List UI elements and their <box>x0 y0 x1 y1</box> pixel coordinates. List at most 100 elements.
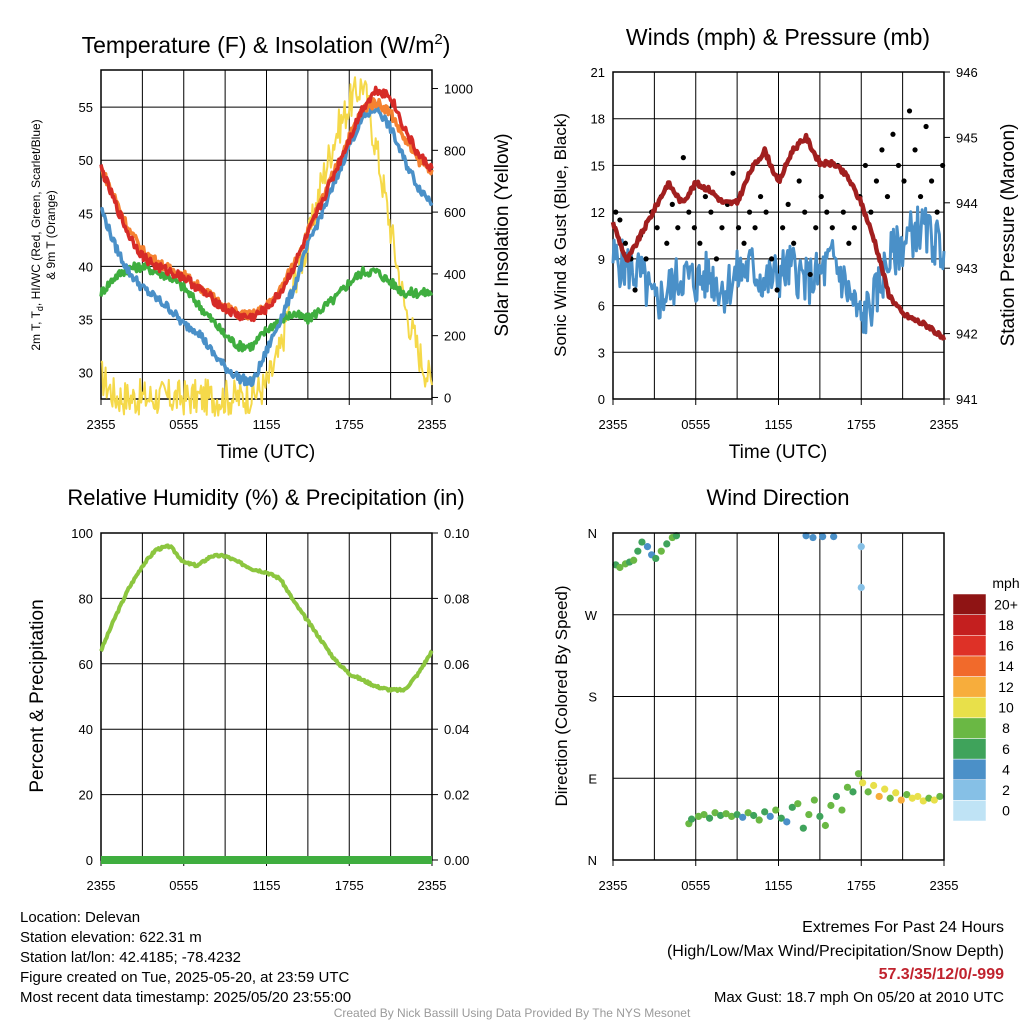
dir-point <box>750 811 758 820</box>
dir-point <box>892 789 900 797</box>
temp-xtick: 2355 <box>87 417 116 432</box>
wind-gust-point <box>735 225 742 231</box>
dir-point <box>799 824 807 832</box>
wind-gust-point <box>622 240 629 246</box>
dir-point <box>616 563 624 572</box>
dir-point <box>711 809 719 817</box>
wind-gust-point <box>757 193 764 200</box>
temp-ytick-left: 50 <box>79 153 93 168</box>
temp-ytick-right: 600 <box>444 205 466 220</box>
wind-gust-point <box>741 240 747 246</box>
dir-point <box>722 810 730 818</box>
wind-gust-point <box>851 225 857 231</box>
dir-xtick: 1155 <box>765 878 793 893</box>
dir-point <box>881 785 889 793</box>
dir-point <box>638 538 646 546</box>
dir-point <box>903 791 911 799</box>
max-gust: Max Gust: 18.7 mph On 05/20 at 2010 UTC <box>713 989 1004 1006</box>
dir-point <box>739 813 747 821</box>
rh-xtick: 1155 <box>253 878 281 893</box>
wind-gust-point <box>846 240 852 246</box>
wind-gust-point <box>818 193 824 200</box>
dir-point <box>897 796 905 804</box>
dir-title: Wind Direction <box>706 485 849 510</box>
extremes-values: 57.3/35/12/0/-999 <box>878 966 1004 983</box>
wind-speed-line <box>611 205 946 335</box>
legend-swatch <box>952 758 987 780</box>
wind-ytick-left: 21 <box>591 65 605 80</box>
wind-gust-point <box>796 178 802 184</box>
legend-label: 8 <box>1002 720 1010 736</box>
wind-ytick-left: 6 <box>598 299 605 314</box>
wind-xtick: 0555 <box>681 417 710 432</box>
rh-ytick-left: 100 <box>71 526 93 541</box>
wind-gust-point <box>928 178 935 184</box>
wind-gust-point <box>890 131 896 137</box>
temp-ytick-right: 1000 <box>444 82 473 97</box>
dir-point <box>643 543 652 551</box>
legend-swatch <box>952 655 987 677</box>
wind-xtick: 2355 <box>599 417 628 432</box>
dir-point <box>914 792 922 801</box>
temp-title: Temperature (F) & Insolation (W/m2) <box>82 31 451 58</box>
wind-ytick-right: 944 <box>956 196 978 211</box>
wind-gust-point <box>813 225 819 231</box>
temp-ytick-right: 800 <box>444 143 466 158</box>
dir-point <box>772 806 780 814</box>
temp-xtick: 2355 <box>418 417 447 432</box>
wind-ylabel-right: Station Pressure (Maroon) <box>998 124 1019 347</box>
temp-ytick-left: 55 <box>79 100 93 115</box>
dir-point <box>859 779 867 787</box>
wind-gust-point <box>895 162 902 169</box>
wind-gust-point <box>686 209 692 215</box>
wind-gust-point <box>923 123 929 130</box>
dir-point <box>783 818 791 826</box>
dir-point <box>870 781 878 790</box>
dir-frame <box>612 532 945 861</box>
rh-ytick-right: 0.06 <box>444 657 469 672</box>
wind-gust-point <box>697 240 703 246</box>
rh-ytick-left: 60 <box>79 657 93 672</box>
footer-location: Location: Delevan <box>20 909 141 926</box>
extremes-subtitle: (High/Low/Max Wind/Precipitation/Snow De… <box>666 943 1004 960</box>
legend-swatch <box>952 614 987 636</box>
legend-swatch <box>952 635 987 657</box>
temp-ytick-left: 35 <box>79 312 93 327</box>
wind-gust-point <box>906 108 913 114</box>
dir-ylabel-left: Direction (Colored By Speed) <box>552 585 571 806</box>
wind-gust-point <box>879 147 885 153</box>
dir-point <box>857 583 865 592</box>
wind-gust-point <box>791 240 797 246</box>
pressure-line <box>610 132 947 341</box>
dir-point <box>886 794 894 802</box>
dir-point <box>733 810 741 819</box>
wind-xtick: 1155 <box>765 417 793 432</box>
footer-recent: Most recent data timestamp: 2025/05/20 2… <box>20 989 352 1006</box>
rh-ytick-right: 0.02 <box>444 788 469 803</box>
legend-label: 18 <box>998 617 1014 633</box>
dir-point <box>821 821 829 830</box>
wind-title: Winds (mph) & Pressure (mb) <box>626 24 930 50</box>
wind-xtick: 2355 <box>930 417 959 432</box>
rh-ytick-left: 0 <box>86 853 93 868</box>
temp-xtick: 1755 <box>335 417 364 432</box>
temp-series-line <box>99 85 434 323</box>
legend-swatch <box>952 593 987 615</box>
rh-ytick-left: 20 <box>79 788 93 803</box>
dir-ytick: S <box>588 690 597 705</box>
dir-point <box>810 796 818 804</box>
wind-frame <box>612 71 945 400</box>
dir-point <box>819 533 827 541</box>
wind-gust-point <box>824 209 830 215</box>
legend-label: 10 <box>998 700 1014 716</box>
dir-point <box>788 803 796 811</box>
wind-ylabel-left: Sonic Wind & Gust (Blue, Black) <box>551 113 570 357</box>
temp-series-line <box>100 76 433 417</box>
wind-gust-point <box>664 240 670 246</box>
wind-gust-point <box>669 201 675 207</box>
dir-point <box>925 794 933 802</box>
temp-ylabel-left: 2m T, Td, HI/WC (Red, Green, Scarlet/Blu… <box>29 119 45 350</box>
wind-ytick-left: 15 <box>591 158 605 173</box>
footer-elevation: Station elevation: 622.31 m <box>20 929 202 946</box>
wind-gust-point <box>785 201 791 207</box>
